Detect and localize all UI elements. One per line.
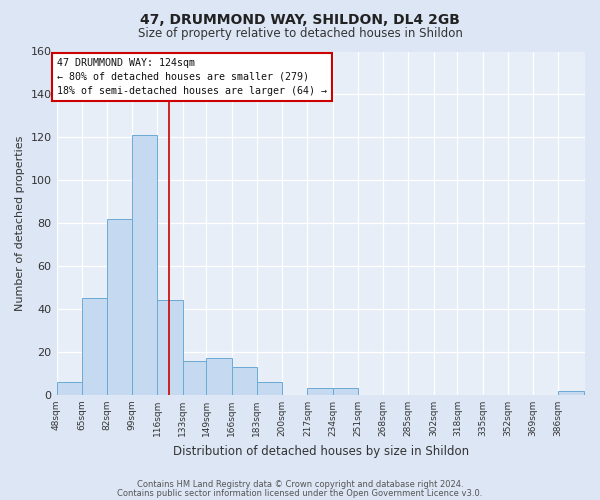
Bar (558, 390, 584, 395)
Bar (257, 382, 282, 395)
Bar (206, 358, 232, 395)
Bar (232, 367, 257, 395)
Bar (157, 300, 183, 395)
Text: Size of property relative to detached houses in Shildon: Size of property relative to detached ho… (137, 28, 463, 40)
Bar (132, 135, 157, 395)
Text: Contains public sector information licensed under the Open Government Licence v3: Contains public sector information licen… (118, 488, 482, 498)
Bar (107, 219, 132, 395)
Bar (307, 388, 332, 395)
Bar (56, 382, 82, 395)
Bar (183, 360, 208, 395)
Bar (332, 388, 358, 395)
Y-axis label: Number of detached properties: Number of detached properties (15, 136, 25, 311)
Bar (82, 298, 107, 395)
Text: 47, DRUMMOND WAY, SHILDON, DL4 2GB: 47, DRUMMOND WAY, SHILDON, DL4 2GB (140, 12, 460, 26)
Text: 47 DRUMMOND WAY: 124sqm
← 80% of detached houses are smaller (279)
18% of semi-d: 47 DRUMMOND WAY: 124sqm ← 80% of detache… (57, 58, 327, 96)
X-axis label: Distribution of detached houses by size in Shildon: Distribution of detached houses by size … (173, 444, 469, 458)
Text: Contains HM Land Registry data © Crown copyright and database right 2024.: Contains HM Land Registry data © Crown c… (137, 480, 463, 489)
